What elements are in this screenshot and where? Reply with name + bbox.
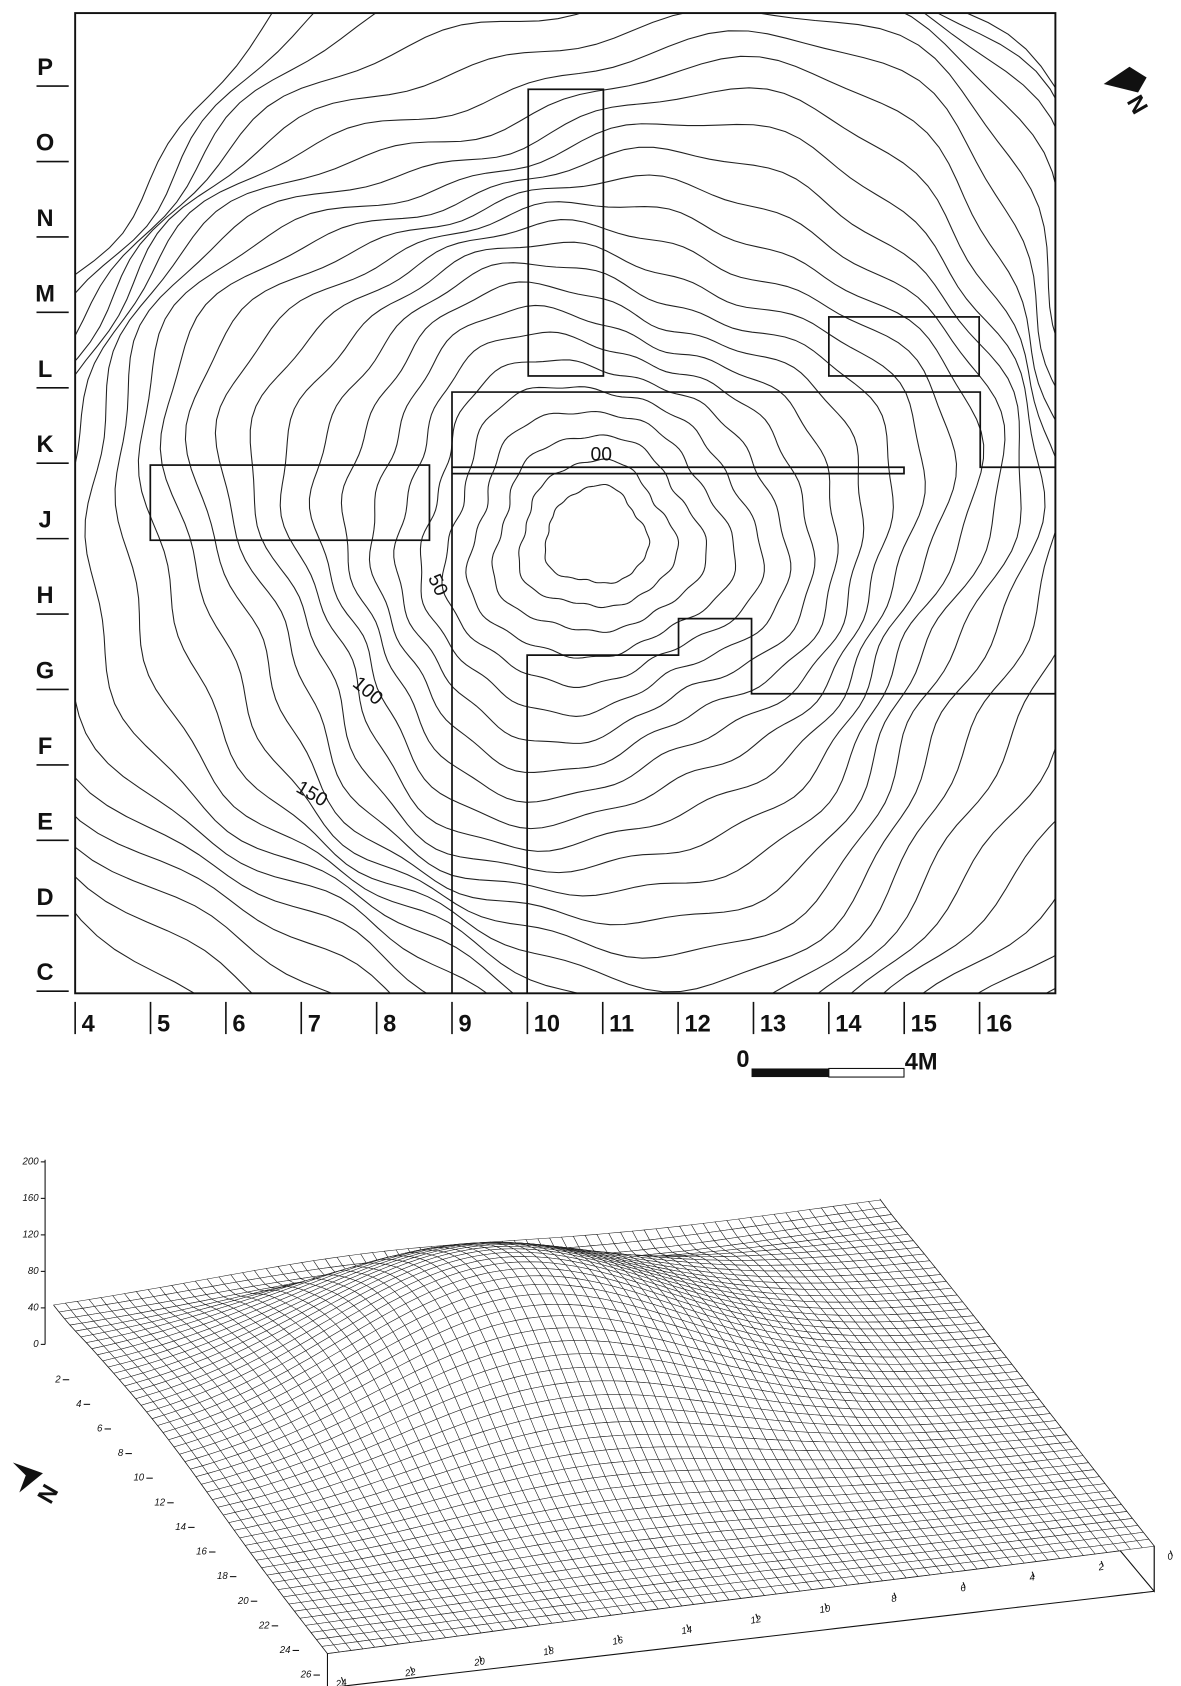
row-label: L	[38, 357, 52, 383]
column-label: 6	[232, 1012, 245, 1038]
column-label: 4	[82, 1012, 95, 1038]
column-label: 5	[157, 1012, 170, 1038]
column-label: 8	[383, 1012, 396, 1038]
scale-bar	[752, 1068, 904, 1077]
row-label: N	[37, 206, 54, 232]
y-tick-label: 22	[258, 1620, 270, 1631]
row-label: C	[37, 960, 54, 986]
scale-start: 0	[736, 1047, 749, 1073]
row-label: K	[37, 432, 54, 458]
column-label: 14	[835, 1012, 861, 1038]
row-label: P	[37, 55, 53, 81]
z-tick-label: 40	[28, 1302, 39, 1313]
y-tick-label: 2	[54, 1374, 61, 1385]
z-tick-label: 80	[28, 1266, 39, 1277]
column-label: 10	[534, 1012, 560, 1038]
row-label: J	[39, 508, 52, 534]
column-label: 12	[685, 1012, 711, 1038]
row-label: O	[36, 131, 54, 157]
row-label: H	[37, 583, 54, 609]
column-label: 15	[911, 1012, 937, 1038]
z-tick-label: 120	[23, 1229, 40, 1240]
y-tick-label: 10	[133, 1473, 144, 1484]
z-tick-label: 160	[23, 1193, 40, 1204]
y-tick-label: 20	[237, 1596, 249, 1607]
y-tick-label: 8	[118, 1448, 124, 1459]
column-label: 7	[308, 1012, 321, 1038]
y-tick-label: 24	[279, 1645, 291, 1656]
scale-light	[829, 1068, 904, 1077]
y-tick-label: 16	[196, 1547, 207, 1558]
z-tick-label: 200	[22, 1156, 40, 1167]
column-label: 13	[760, 1012, 786, 1038]
y-tick-label: 12	[154, 1497, 165, 1508]
y-tick-label: 14	[175, 1522, 186, 1533]
column-label: 9	[458, 1012, 471, 1038]
y-tick-label: 18	[217, 1571, 228, 1582]
x-tick-label: 14	[681, 1625, 693, 1638]
row-label: G	[36, 659, 54, 685]
y-tick-label: 6	[97, 1424, 103, 1435]
y-tick-label: 26	[300, 1670, 312, 1681]
scale-end: 4M	[905, 1049, 938, 1075]
column-label: 16	[986, 1012, 1012, 1038]
y-tick-label: 4	[76, 1399, 81, 1410]
z-tick-label: 0	[33, 1339, 39, 1350]
row-label: E	[37, 809, 53, 835]
row-label: D	[37, 885, 54, 911]
x-tick-label: 24	[334, 1677, 347, 1686]
contour-label: 00	[590, 445, 611, 466]
column-label: 11	[609, 1012, 634, 1038]
row-label: M	[35, 281, 55, 307]
row-label: F	[38, 734, 52, 760]
scale-dark	[752, 1068, 829, 1077]
